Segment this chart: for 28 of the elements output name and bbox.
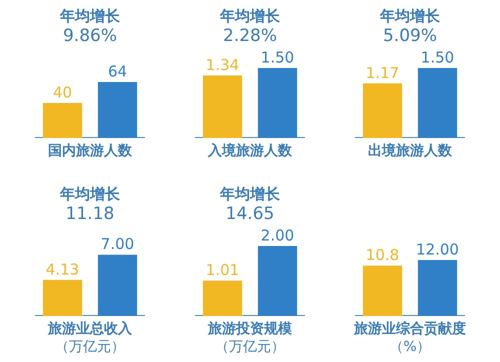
data-label: 10.8 xyxy=(366,246,400,264)
data-label: 1.01 xyxy=(206,261,240,280)
x-axis-title: 旅游业综合贡献度（%） xyxy=(354,320,466,356)
chart-title: 年均增长 xyxy=(220,184,280,204)
data-label: 2.00 xyxy=(260,226,294,244)
x-axis-title: 旅游业总收入（万亿元） xyxy=(48,320,132,356)
chart-subtitle: 11.18 xyxy=(64,204,116,224)
chart-subtitle: 5.09% xyxy=(382,26,438,46)
x-axis-title: 出境旅游人数 xyxy=(368,142,452,160)
data-label: 1.34 xyxy=(206,56,240,74)
chart-subtitle: 2.28% xyxy=(222,26,278,46)
chart-subtitle: 9.86% xyxy=(62,26,118,46)
data-label: 7.00 xyxy=(100,235,134,254)
data-label: 1.50 xyxy=(260,48,294,66)
data-label: 1.17 xyxy=(366,64,400,82)
chart-subtitle: 14.65 xyxy=(224,204,276,224)
data-label: 1.50 xyxy=(420,48,454,66)
chart-title: 年均增长 xyxy=(60,6,120,26)
x-axis-title: 国内旅游人数 xyxy=(48,142,132,160)
x-axis-title: 旅游投资规模（万亿元） xyxy=(208,320,292,356)
x-axis-title: 入境旅游人数 xyxy=(208,142,292,160)
data-label: 12.00 xyxy=(416,240,459,258)
chart-title: 年均增长 xyxy=(220,6,280,26)
data-label: 40 xyxy=(52,83,72,102)
data-label: 64 xyxy=(108,62,128,80)
data-label: 4.13 xyxy=(46,260,80,278)
chart-title: 年均增长 xyxy=(380,6,440,26)
chart-title: 年均增长 xyxy=(60,184,120,204)
